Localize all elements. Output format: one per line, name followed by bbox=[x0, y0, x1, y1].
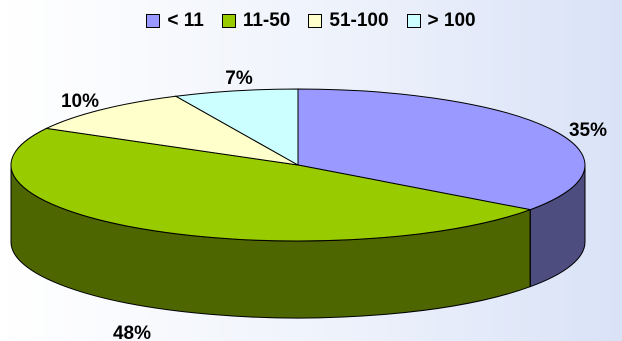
legend-item-51-100: 51-100 bbox=[308, 10, 389, 32]
legend-item-over-100: > 100 bbox=[406, 10, 476, 32]
pie-slice-over-100 bbox=[174, 88, 299, 166]
pie-slice-under-11 bbox=[297, 88, 586, 211]
legend-swatch bbox=[146, 14, 161, 28]
legend-label: 51-100 bbox=[329, 10, 389, 31]
data-label-over-100: 7% bbox=[225, 68, 253, 89]
pie-slice-51-100 bbox=[44, 95, 299, 166]
legend-label: 11-50 bbox=[242, 10, 291, 31]
legend-item-11-50: 11-50 bbox=[221, 10, 291, 32]
data-label-51-100: 10% bbox=[61, 91, 99, 112]
legend-swatch bbox=[221, 14, 236, 28]
legend-label: < 11 bbox=[167, 10, 204, 31]
legend-swatch bbox=[406, 14, 421, 28]
legend: < 11 11-50 51-100 > 100 bbox=[0, 8, 622, 34]
legend-label: > 100 bbox=[427, 10, 476, 31]
legend-swatch bbox=[308, 14, 323, 28]
data-label-11-50: 48% bbox=[113, 323, 151, 341]
legend-item-under-11: < 11 bbox=[146, 10, 204, 32]
data-label-under-11: 35% bbox=[569, 120, 607, 141]
pie-slice-11-50 bbox=[10, 127, 533, 242]
